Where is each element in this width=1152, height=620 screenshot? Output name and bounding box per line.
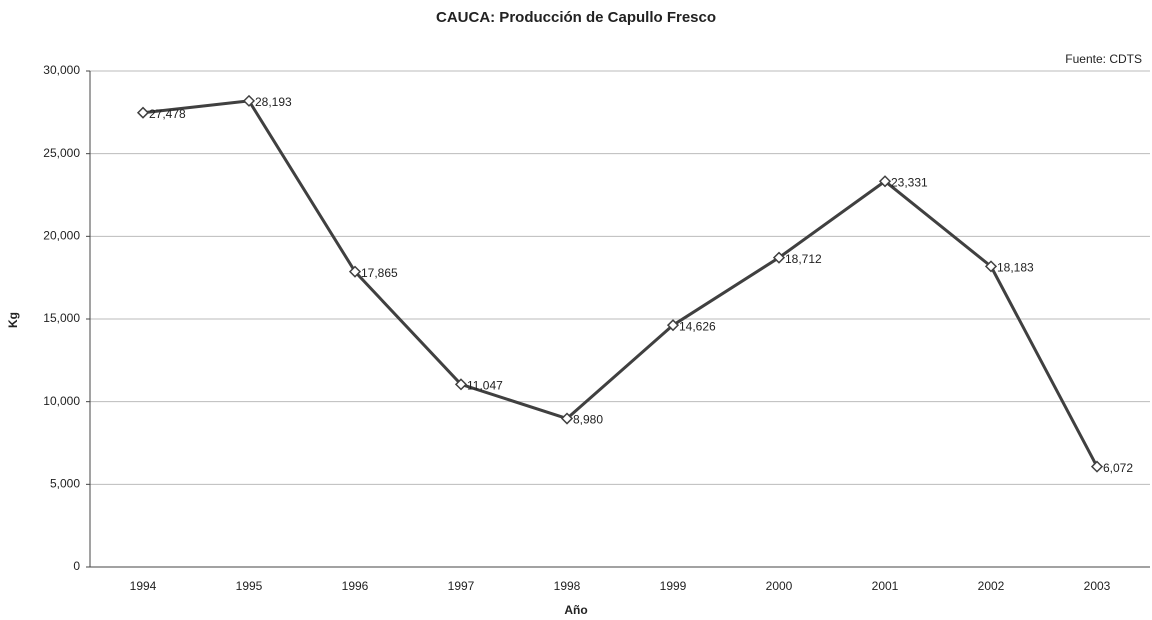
x-tick-label: 1995: [236, 579, 263, 593]
data-line: [142, 99, 1099, 468]
data-point: [1090, 460, 1104, 473]
data-label: 18,712: [785, 252, 822, 266]
x-tick-label: 1997: [448, 579, 475, 593]
data-label: 8,980: [573, 413, 603, 427]
y-tick-label: 20,000: [43, 229, 80, 243]
x-tick-label: 1996: [342, 579, 369, 593]
data-point: [242, 94, 256, 107]
data-point: [666, 319, 680, 332]
data-label: 23,331: [891, 175, 928, 189]
x-tick-label: 1999: [660, 579, 687, 593]
y-tick-label: 10,000: [43, 394, 80, 408]
x-tick-label: 1994: [130, 579, 157, 593]
x-tick-label: 2001: [872, 579, 899, 593]
y-axis-label: Kg: [6, 312, 20, 328]
x-tick-label: 2003: [1084, 579, 1111, 593]
y-tick-label: 5,000: [50, 477, 80, 491]
data-point: [136, 106, 150, 119]
data-point: [984, 260, 998, 273]
data-point: [772, 251, 786, 264]
x-tick-label: 2000: [766, 579, 793, 593]
data-label: 28,193: [255, 95, 292, 109]
data-label: 17,865: [361, 266, 398, 280]
y-tick-label: 15,000: [43, 311, 80, 325]
data-point: [348, 265, 362, 278]
y-tick-label: 0: [73, 559, 80, 573]
data-point: [454, 378, 468, 391]
data-point: [878, 175, 892, 188]
data-label: 18,183: [997, 261, 1034, 275]
data-label: 6,072: [1103, 461, 1133, 475]
chart-title: CAUCA: Producción de Capullo Fresco: [436, 9, 716, 26]
y-tick-label: 25,000: [43, 146, 80, 160]
data-label: 14,626: [679, 319, 716, 333]
data-point: [560, 412, 574, 425]
x-tick-label: 2002: [978, 579, 1005, 593]
y-tick-label: 30,000: [43, 63, 80, 77]
annotation: Fuente: CDTS: [1065, 52, 1142, 66]
x-axis-label: Año: [564, 603, 587, 617]
data-label: 11,047: [467, 379, 503, 393]
x-tick-label: 1998: [554, 579, 581, 593]
data-label: 27,478: [149, 107, 186, 121]
